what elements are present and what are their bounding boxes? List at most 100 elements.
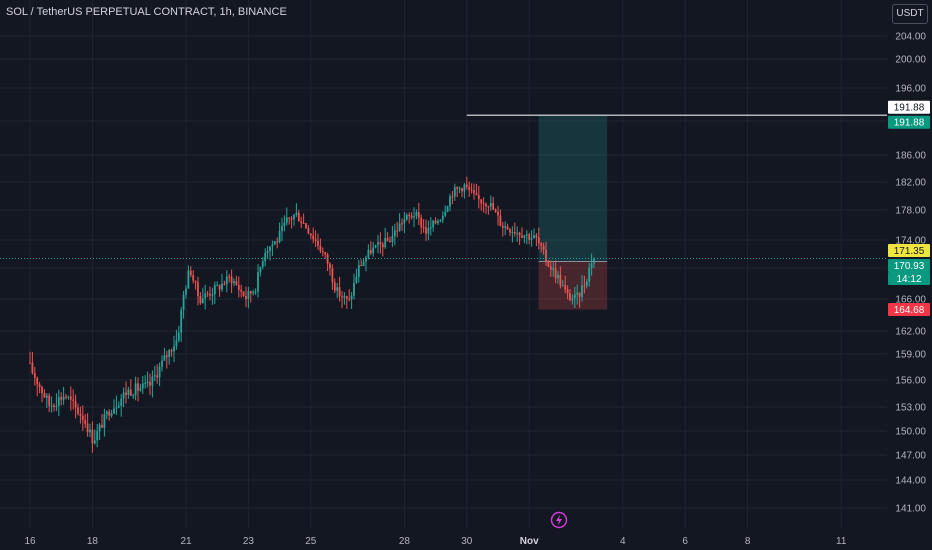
candle-body	[189, 270, 192, 276]
candle-body	[564, 285, 567, 290]
candle-body	[437, 221, 439, 224]
price-marker-label: 191.88	[894, 103, 925, 114]
candle-body	[559, 274, 562, 286]
time-tick-label: 23	[243, 536, 255, 547]
candle-body	[122, 392, 125, 399]
price-marker-box	[888, 258, 930, 272]
candle-body	[453, 187, 456, 197]
candle-body	[545, 249, 547, 261]
candle-body	[101, 424, 103, 428]
candle-body	[405, 214, 408, 220]
candle-body	[31, 362, 34, 374]
candle-body	[372, 247, 375, 254]
candle-body	[307, 228, 310, 234]
candle-body	[300, 221, 303, 223]
candle-body	[77, 407, 79, 414]
candle-body	[458, 188, 461, 190]
candle-body	[499, 215, 502, 226]
candle-body	[62, 396, 65, 400]
candle-body	[180, 309, 183, 333]
candle-body	[211, 294, 214, 296]
candle-body	[321, 251, 324, 253]
candle-body	[29, 362, 31, 364]
price-marker-box	[888, 115, 930, 129]
candle-body	[223, 283, 226, 285]
candle-body	[341, 296, 343, 298]
candle-body	[235, 281, 238, 285]
candle-body	[259, 266, 262, 273]
lightning-icon[interactable]	[550, 511, 568, 529]
candle-body	[362, 261, 365, 266]
candle-body	[350, 295, 353, 300]
candle-body	[151, 376, 154, 386]
candle-body	[297, 212, 300, 222]
candle-body	[396, 230, 399, 232]
candle-body	[494, 209, 497, 212]
candle-body	[552, 268, 555, 270]
candle-body	[50, 405, 53, 407]
candle-body	[535, 235, 538, 238]
candle-body	[96, 431, 99, 441]
candle-body	[33, 373, 36, 378]
candle-body	[67, 396, 70, 398]
candle-body	[420, 217, 423, 228]
currency-unit-button[interactable]: USDT	[892, 4, 928, 24]
candles	[29, 176, 595, 453]
time-axis[interactable]: 16 18 21 23 25 28 30 Nov 4 6 8 11	[24, 536, 846, 547]
candle-body	[473, 190, 475, 194]
candle-body	[108, 411, 111, 416]
candle-body	[408, 214, 411, 216]
price-tick-label: 196.00	[895, 84, 926, 95]
candle-body	[264, 252, 267, 262]
candle-body	[348, 298, 351, 300]
candle-body	[432, 220, 435, 228]
candle-body	[309, 233, 312, 236]
candle-body	[463, 184, 466, 192]
candle-body	[441, 215, 444, 221]
candle-body	[561, 285, 564, 287]
candle-body	[314, 239, 317, 241]
candle-body	[540, 243, 543, 246]
candle-body	[249, 291, 252, 294]
candle-body	[170, 350, 173, 352]
candle-body	[45, 395, 48, 398]
candle-body	[93, 440, 96, 444]
price-tick-label: 141.00	[895, 504, 926, 515]
candle-body	[319, 245, 322, 252]
candle-body	[482, 203, 485, 205]
candle-body	[533, 235, 535, 239]
candle-body	[57, 397, 60, 406]
candle-body	[360, 265, 363, 267]
candle-body	[566, 289, 569, 294]
candle-body	[237, 284, 240, 290]
candle-body	[69, 396, 72, 400]
candle-body	[581, 285, 583, 297]
price-tick-label: 162.00	[895, 327, 926, 338]
candle-body	[345, 296, 348, 299]
candle-body	[295, 212, 298, 215]
candle-body	[381, 244, 384, 248]
price-tick-label: 186.00	[895, 151, 926, 162]
candle-body	[134, 383, 137, 396]
candle-body	[79, 413, 82, 416]
candle-body	[393, 230, 396, 237]
candle-body	[89, 429, 91, 433]
candle-body	[103, 414, 106, 428]
candle-body	[480, 199, 483, 204]
price-tick-label: 166.00	[895, 295, 926, 306]
candle-body	[461, 188, 463, 192]
candle-body	[465, 184, 468, 187]
position-zones	[538, 115, 608, 310]
candle-body	[324, 252, 327, 255]
candle-body	[283, 222, 286, 226]
candle-body	[252, 291, 255, 294]
price-tick-label: 204.00	[895, 32, 926, 43]
candle-body	[585, 281, 588, 286]
candle-body	[444, 211, 447, 216]
candle-body	[187, 270, 190, 289]
candle-body	[201, 298, 204, 303]
candle-body	[266, 251, 269, 253]
candle-body	[156, 375, 159, 378]
price-tick-label: 150.00	[895, 427, 926, 438]
